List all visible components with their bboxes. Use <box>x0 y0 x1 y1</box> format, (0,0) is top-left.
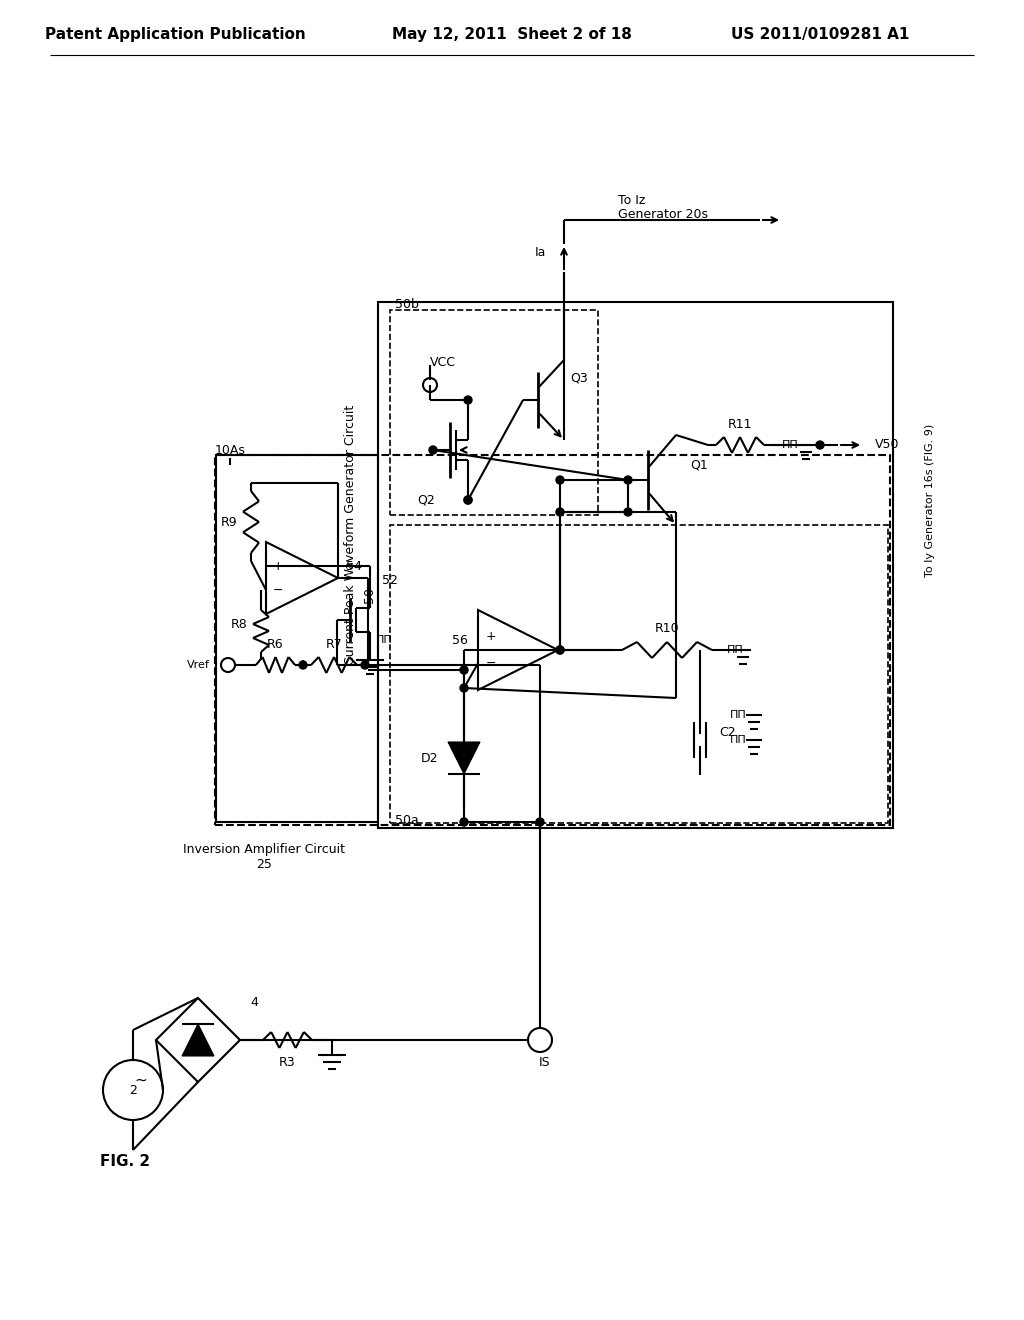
Text: IS: IS <box>540 1056 551 1068</box>
Text: 50b: 50b <box>395 298 419 312</box>
Text: 2: 2 <box>129 1084 137 1097</box>
Text: To Iz: To Iz <box>618 194 645 206</box>
Circle shape <box>460 684 468 692</box>
Text: US 2011/0109281 A1: US 2011/0109281 A1 <box>731 28 909 42</box>
Circle shape <box>624 508 632 516</box>
Text: 54: 54 <box>346 560 361 573</box>
Text: Q3: Q3 <box>570 371 588 384</box>
Text: C2: C2 <box>720 726 736 738</box>
Text: Q2: Q2 <box>417 494 435 507</box>
Bar <box>378 302 893 828</box>
Text: −: − <box>486 657 497 669</box>
Text: Ia: Ia <box>535 246 546 259</box>
Text: 56: 56 <box>453 634 468 647</box>
Text: ΠΠ: ΠΠ <box>730 710 746 719</box>
Text: +: + <box>486 630 497 643</box>
Text: Generator 20s: Generator 20s <box>618 209 708 222</box>
Text: 25: 25 <box>256 858 272 871</box>
Text: Current Peak Waveform Generator Circuit: Current Peak Waveform Generator Circuit <box>343 405 356 665</box>
Text: V50: V50 <box>874 438 899 451</box>
Bar <box>216 455 378 822</box>
Text: ΠΠ: ΠΠ <box>781 440 799 450</box>
Text: FIG. 2: FIG. 2 <box>100 1155 151 1170</box>
Text: Q1: Q1 <box>690 458 708 471</box>
Circle shape <box>464 496 472 504</box>
Circle shape <box>299 661 307 669</box>
Circle shape <box>556 477 564 484</box>
Circle shape <box>556 508 564 516</box>
Text: R3: R3 <box>280 1056 296 1068</box>
Polygon shape <box>182 1024 214 1056</box>
Text: VCC: VCC <box>430 355 456 368</box>
Text: Vref: Vref <box>187 660 210 671</box>
Circle shape <box>460 818 468 826</box>
Text: R11: R11 <box>728 418 753 432</box>
Circle shape <box>429 446 437 454</box>
Circle shape <box>556 645 564 653</box>
Text: +: + <box>272 560 284 573</box>
Text: To Iy Generator 16s (FIG. 9): To Iy Generator 16s (FIG. 9) <box>925 424 935 577</box>
Circle shape <box>460 667 468 675</box>
Text: R8: R8 <box>230 619 248 631</box>
Circle shape <box>536 818 544 826</box>
Bar <box>390 310 598 515</box>
Text: R6: R6 <box>267 639 284 652</box>
Circle shape <box>816 441 824 449</box>
Bar <box>215 455 890 825</box>
Text: Inversion Amplifier Circuit: Inversion Amplifier Circuit <box>183 843 345 857</box>
Text: ΠΠ: ΠΠ <box>730 735 746 744</box>
Text: Patent Application Publication: Patent Application Publication <box>45 28 305 42</box>
Text: R9: R9 <box>221 516 238 528</box>
Text: R7: R7 <box>326 639 342 652</box>
Text: 50a: 50a <box>395 813 419 826</box>
Circle shape <box>624 477 632 484</box>
Text: 50: 50 <box>364 587 377 603</box>
Circle shape <box>464 396 472 404</box>
Bar <box>390 525 888 822</box>
Text: ΠΠ: ΠΠ <box>376 635 392 645</box>
Circle shape <box>464 496 472 504</box>
Text: D2: D2 <box>420 751 437 764</box>
Text: May 12, 2011  Sheet 2 of 18: May 12, 2011 Sheet 2 of 18 <box>392 28 632 42</box>
Circle shape <box>556 645 564 653</box>
Circle shape <box>361 661 369 669</box>
Text: 52: 52 <box>382 573 398 586</box>
Text: 10As: 10As <box>215 444 246 457</box>
Text: 4: 4 <box>250 997 258 1010</box>
Text: ~: ~ <box>134 1072 147 1088</box>
Text: R10: R10 <box>654 622 679 635</box>
Text: −: − <box>272 583 284 597</box>
Text: ΠΠ: ΠΠ <box>727 645 743 655</box>
Polygon shape <box>449 742 480 774</box>
